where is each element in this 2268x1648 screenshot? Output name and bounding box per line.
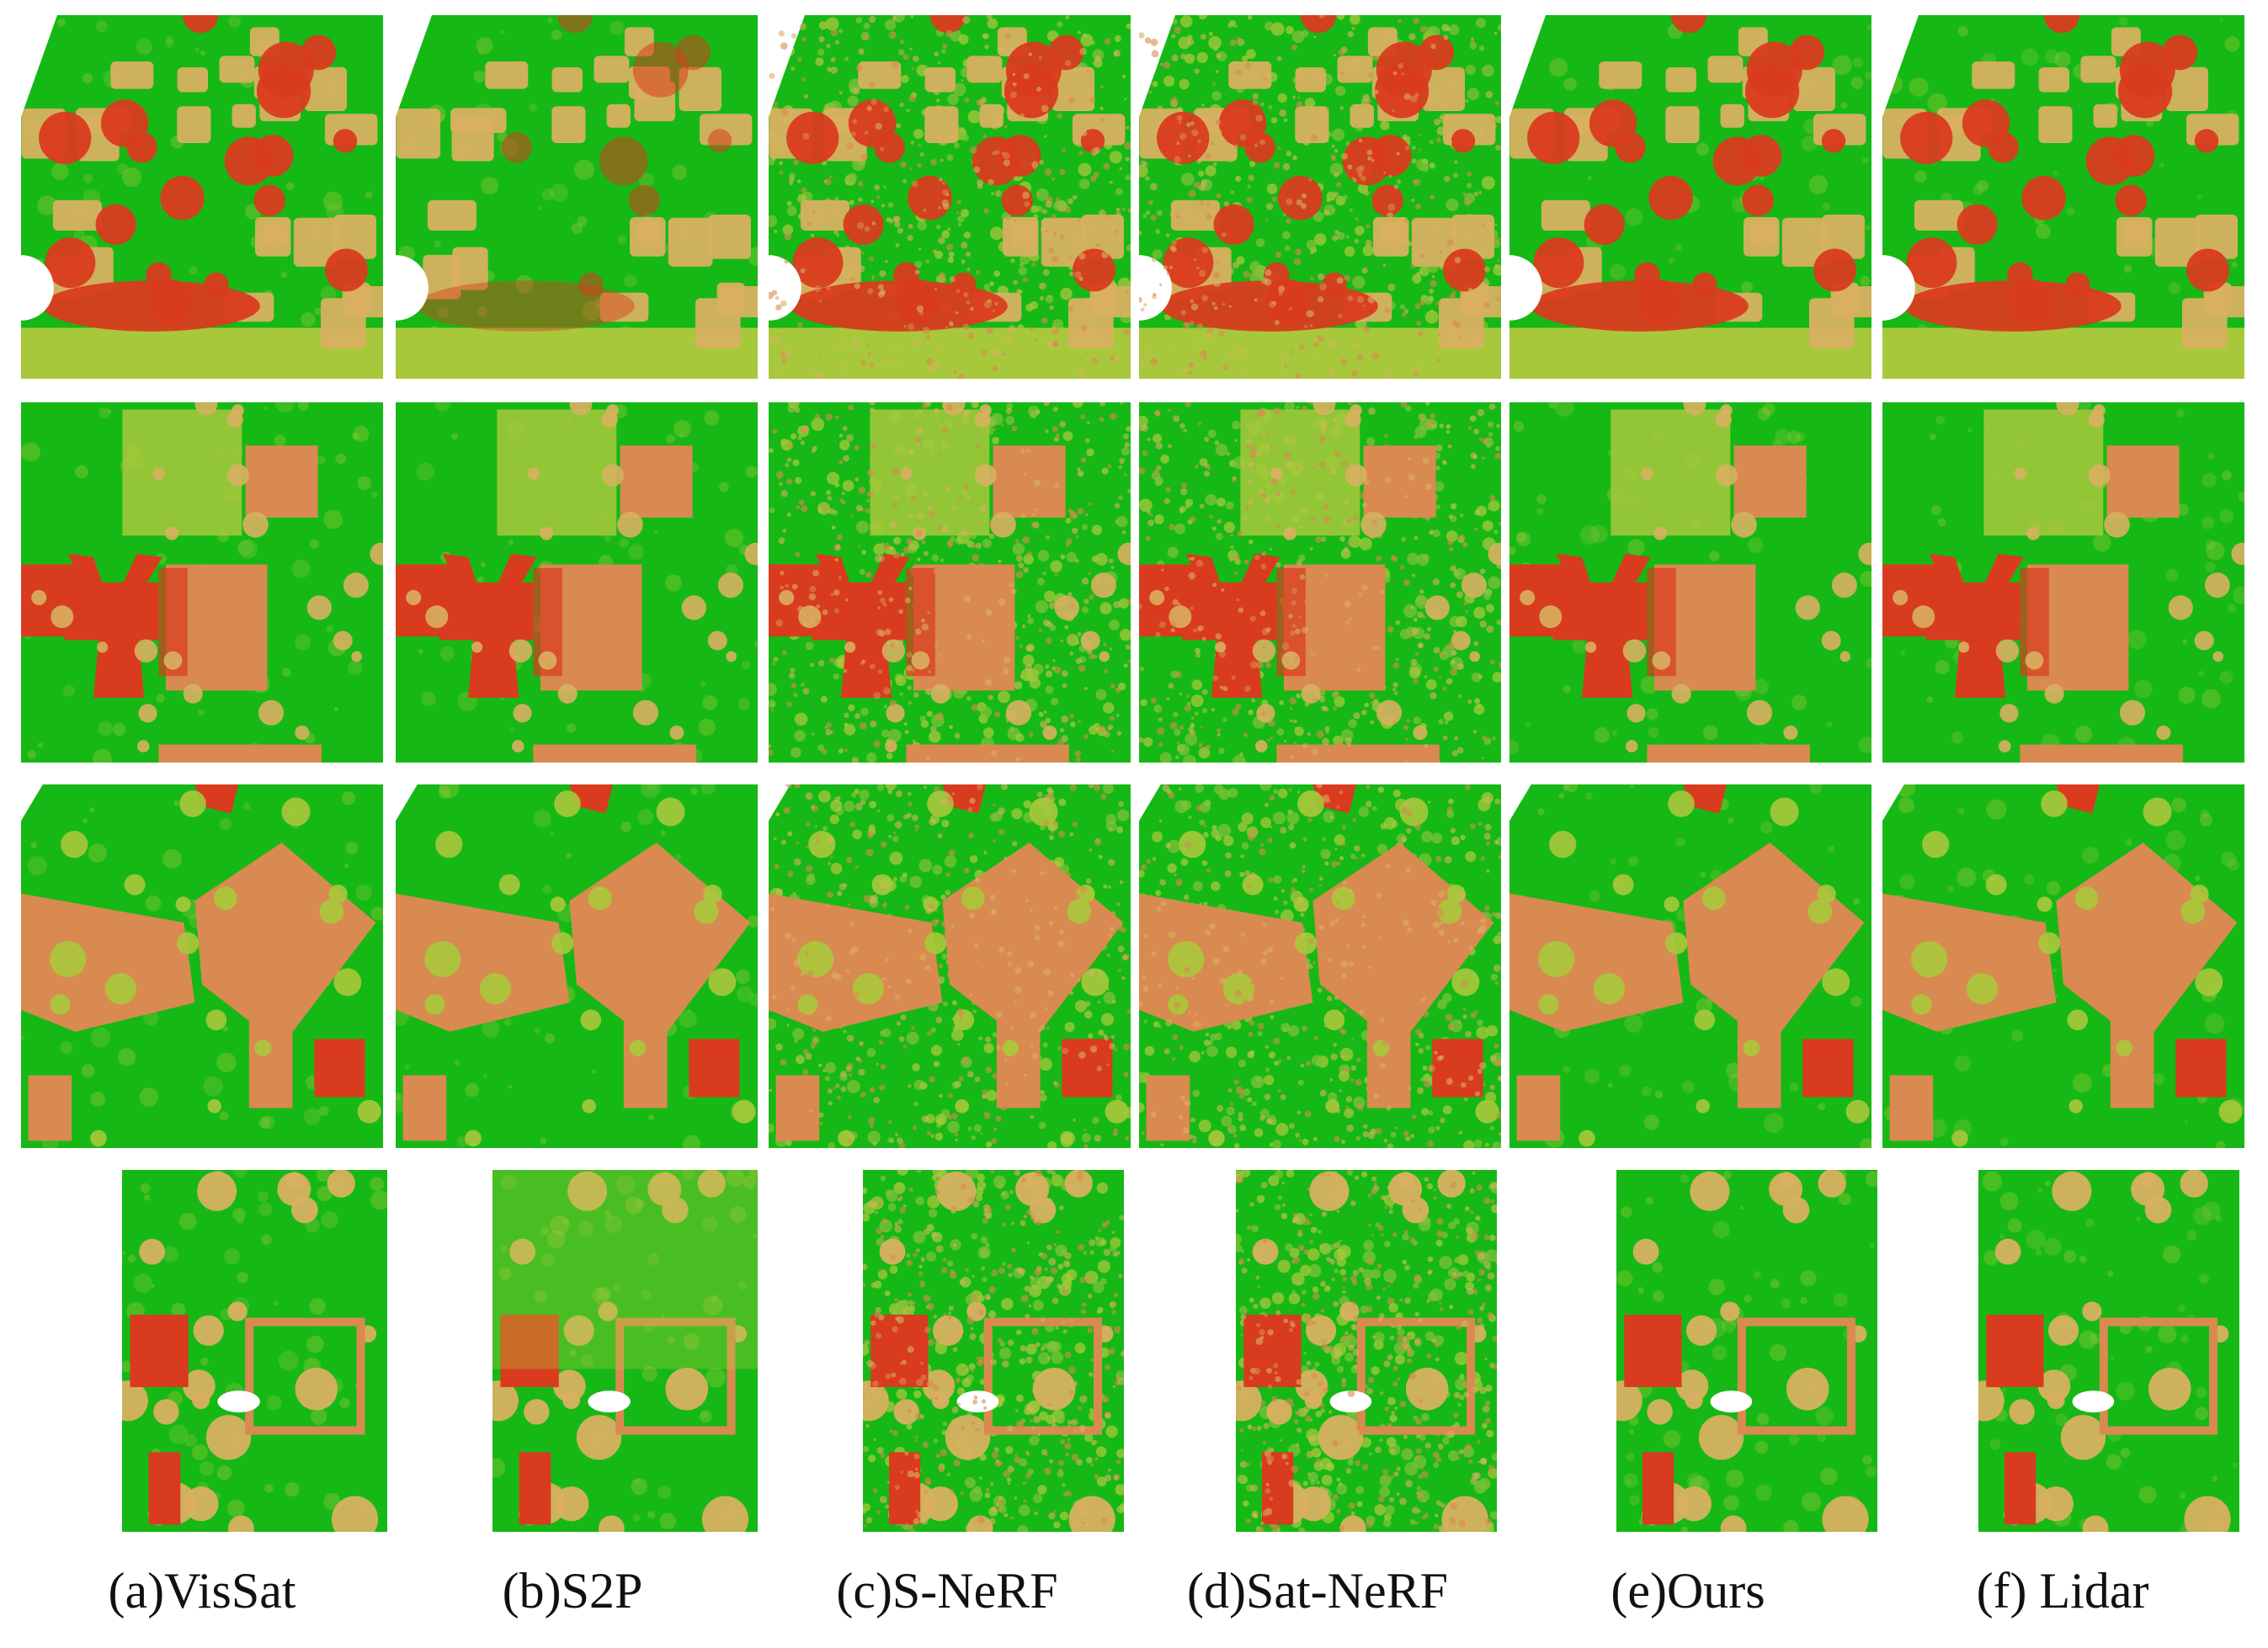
dsm-tile-r3-b — [396, 784, 758, 1148]
dsm-tile-r3-d — [1139, 784, 1501, 1148]
dsm-tile-r1-b — [396, 15, 758, 379]
dsm-tile-r3-e — [1509, 784, 1871, 1148]
dsm-tile-r4-e — [1616, 1170, 1877, 1532]
caption-s-nerf: (c)S-NeRF — [836, 1563, 1058, 1619]
dsm-tile-r4-b — [492, 1170, 758, 1532]
caption-vissat: (a)VisSat — [108, 1563, 296, 1619]
dsm-tile-r2-b — [396, 402, 758, 763]
caption-lidar: (f) Lidar — [1976, 1563, 2149, 1619]
dsm-tile-r2-f — [1882, 402, 2244, 763]
dsm-tile-r1-f — [1882, 15, 2244, 379]
dsm-tile-r2-d — [1139, 402, 1501, 763]
dsm-tile-r2-c — [769, 402, 1131, 763]
caption-sat-nerf: (d)Sat-NeRF — [1187, 1563, 1448, 1619]
dsm-tile-r3-c — [769, 784, 1131, 1148]
dsm-tile-r1-d — [1139, 15, 1501, 379]
dsm-tile-r2-a — [21, 402, 383, 763]
dsm-tile-r4-d — [1236, 1170, 1497, 1532]
dsm-tile-r1-a — [21, 15, 383, 379]
dsm-tile-r1-c — [769, 15, 1131, 379]
dsm-tile-r4-c — [863, 1170, 1124, 1532]
caption-ours: (e)Ours — [1610, 1563, 1765, 1619]
dsm-tile-r4-f — [1978, 1170, 2239, 1532]
dsm-tile-r2-e — [1509, 402, 1871, 763]
dsm-tile-r3-a — [21, 784, 383, 1148]
caption-s2p: (b)S2P — [502, 1563, 643, 1619]
dsm-tile-r1-e — [1509, 15, 1871, 379]
dsm-tile-r3-f — [1882, 784, 2244, 1148]
dsm-tile-r4-a — [122, 1170, 387, 1532]
